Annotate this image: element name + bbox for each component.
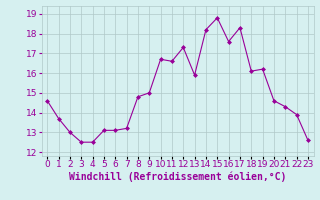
X-axis label: Windchill (Refroidissement éolien,°C): Windchill (Refroidissement éolien,°C) [69, 172, 286, 182]
